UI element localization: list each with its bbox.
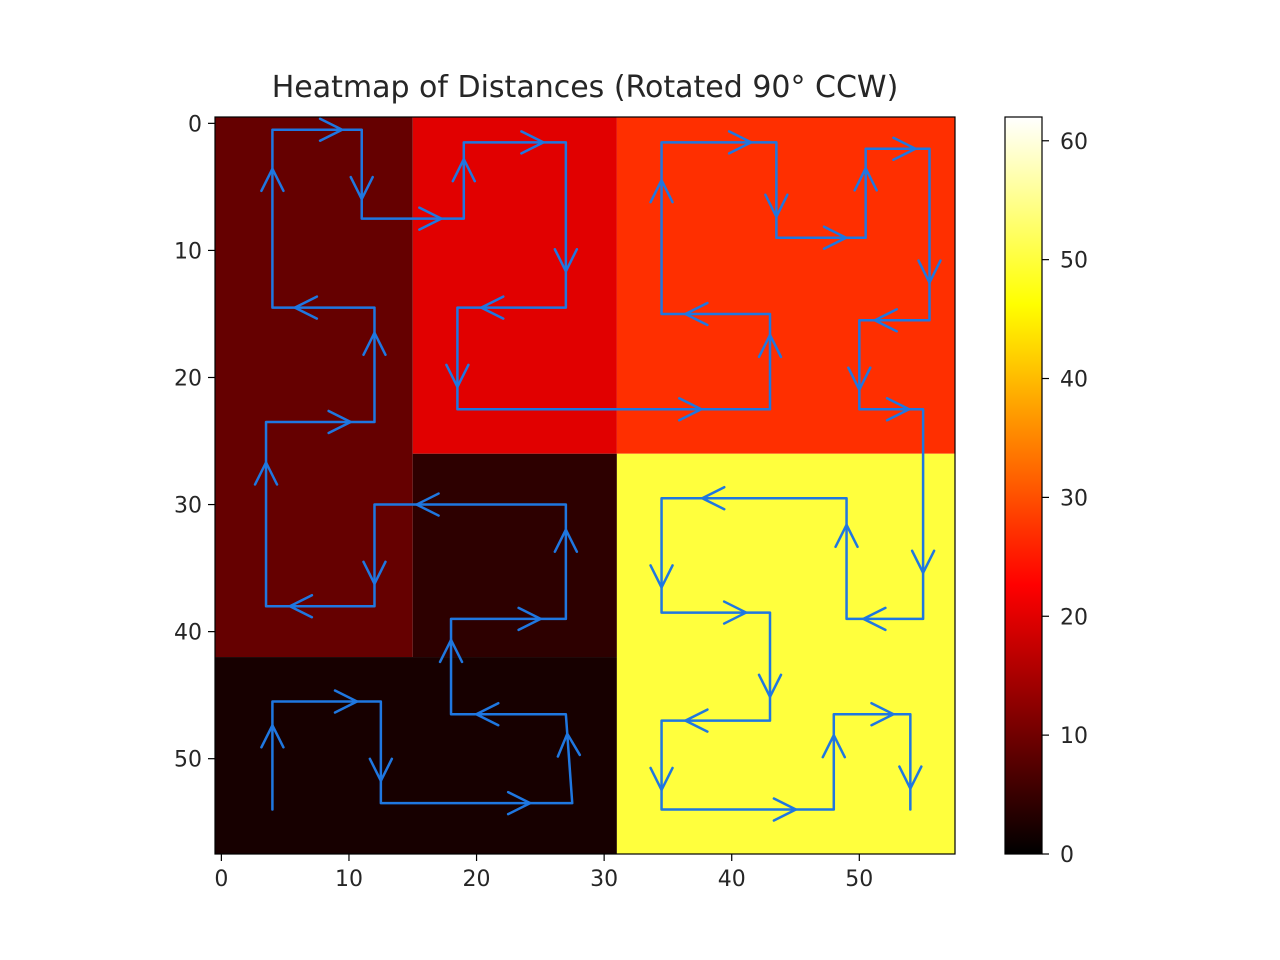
path-arrowhead-43 <box>722 600 748 625</box>
path-arrowhead-39 <box>862 606 887 632</box>
path-arrowhead-3 <box>506 790 532 816</box>
path-arrowhead-7 <box>517 606 542 632</box>
path-arrowhead-0 <box>260 724 285 749</box>
path-arrowhead-16 <box>260 167 285 193</box>
path-arrowhead-29 <box>727 130 753 155</box>
path-arrowhead-32 <box>853 167 878 192</box>
colorbar-gradient <box>1004 116 1043 855</box>
path-arrowhead-48 <box>821 733 847 759</box>
path-arrowhead-36 <box>847 366 872 391</box>
heatmap-region-middle-band <box>412 453 617 658</box>
path-arrowhead-5 <box>475 701 500 727</box>
path-arrowhead-46 <box>649 766 674 792</box>
path-arrowhead-20 <box>451 157 477 183</box>
path-arrowhead-35 <box>873 308 898 333</box>
heatmap-region-upper-right <box>616 117 955 454</box>
path-arrowhead-17 <box>318 117 344 142</box>
colorbar-tick-label: 30 <box>1060 486 1088 511</box>
path-arrowhead-28 <box>649 178 674 204</box>
path-arrowhead-27 <box>684 301 709 327</box>
heatmap-region-upper-left <box>215 117 413 658</box>
path-arrowhead-40 <box>834 523 859 549</box>
plot-frame <box>214 116 956 855</box>
path-arrowhead-45 <box>684 708 709 733</box>
path-arrowhead-47 <box>772 797 798 822</box>
heatmap-region-lower-right <box>616 453 955 854</box>
heatmap-region-lower-left <box>215 657 617 854</box>
colorbar-tick-label: 50 <box>1060 249 1088 274</box>
path-arrowhead-34 <box>917 259 942 284</box>
path-arrowhead-38 <box>910 549 936 575</box>
colorbar-tick-label: 20 <box>1060 605 1088 630</box>
path-arrowhead-37 <box>885 397 911 422</box>
path-arrowhead-6 <box>438 638 464 664</box>
colorbar-tick-label: 10 <box>1060 724 1088 749</box>
colorbar-tick-label: 40 <box>1060 368 1088 393</box>
path-line <box>264 128 931 811</box>
path-arrowhead-11 <box>288 593 314 619</box>
x-tick-label: 0 <box>214 867 228 892</box>
path-arrowhead-44 <box>757 673 783 699</box>
y-axis: 0 10 20 30 40 50 <box>174 112 215 773</box>
y-tick-label: 10 <box>174 239 202 264</box>
path-layer <box>253 117 942 822</box>
y-tick-label: 0 <box>188 112 202 137</box>
x-tick-label: 40 <box>718 867 746 892</box>
path-arrowhead-15 <box>293 295 319 320</box>
path-arrowhead-26 <box>757 333 783 359</box>
path-arrowhead-9 <box>415 492 440 517</box>
path-arrowhead-42 <box>649 564 674 589</box>
path-arrowhead-23 <box>480 295 505 320</box>
colorbar-ticks: 0 10 20 30 40 50 60 <box>1042 130 1088 868</box>
path-arrowhead-21 <box>520 130 545 155</box>
path-arrowhead-1 <box>333 689 359 714</box>
path-arrowhead-25 <box>677 397 703 422</box>
x-tick-label: 30 <box>590 867 618 892</box>
chart-title: Heatmap of Distances (Rotated 90° CCW) <box>272 70 899 105</box>
path-arrowhead-22 <box>553 248 579 273</box>
path-arrowhead-14 <box>362 331 387 357</box>
y-tick-label: 40 <box>174 621 202 646</box>
colorbar-tick-label: 60 <box>1060 130 1088 155</box>
path-arrowhead-41 <box>701 485 726 511</box>
x-tick-label: 10 <box>335 867 363 892</box>
y-tick-label: 20 <box>174 366 202 391</box>
path-arrowhead-12 <box>253 461 279 486</box>
path-arrowhead-50 <box>898 765 923 790</box>
path-arrowhead-13 <box>327 409 352 435</box>
path-arrowhead-4 <box>556 732 582 758</box>
x-axis: 0 10 20 30 40 50 <box>214 854 873 892</box>
path-arrowhead-49 <box>870 701 895 727</box>
y-tick-label: 50 <box>174 748 202 773</box>
path-arrowhead-33 <box>892 136 917 162</box>
y-tick-label: 30 <box>174 494 202 519</box>
plot-area <box>214 116 956 855</box>
colorbar: 0 10 20 30 40 50 60 <box>1004 116 1088 868</box>
path-arrowhead-24 <box>445 363 470 389</box>
path-arrowhead-2 <box>368 757 394 783</box>
path-arrowhead-10 <box>362 560 387 586</box>
path-arrowhead-19 <box>418 206 443 231</box>
path-arrowhead-8 <box>553 528 579 553</box>
heatmap-region-upper-middle <box>412 117 617 454</box>
heatmap-cells <box>215 117 955 854</box>
x-tick-label: 20 <box>463 867 491 892</box>
path-arrowhead-30 <box>764 193 789 218</box>
x-tick-label: 50 <box>845 867 873 892</box>
colorbar-tick-label: 0 <box>1060 843 1074 868</box>
path-arrowhead-18 <box>349 175 374 201</box>
path-arrowhead-31 <box>822 225 848 250</box>
